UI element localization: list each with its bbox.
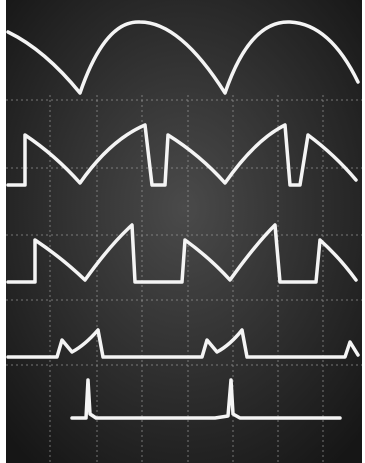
- waveform-2: [6, 123, 358, 187]
- waveform-3: [6, 223, 358, 284]
- waveform-1: [6, 20, 360, 95]
- waveform-5: [70, 378, 342, 420]
- waveform-4: [6, 328, 360, 359]
